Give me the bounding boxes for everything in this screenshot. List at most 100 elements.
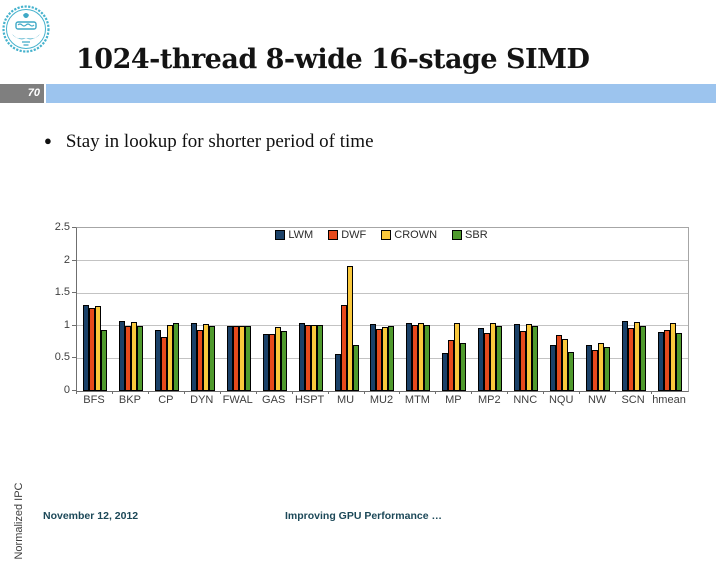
bar-dwf-scn <box>628 328 635 391</box>
legend-label: CROWN <box>394 229 438 241</box>
header-band: 70 <box>0 84 720 103</box>
legend-swatch-crown <box>381 230 392 240</box>
x-tick-mark <box>292 391 293 394</box>
bar-lwm-scn <box>622 321 629 391</box>
page-number-badge: 70 <box>0 84 44 103</box>
y-tick-mark <box>72 357 76 359</box>
x-tick-label: DYN <box>190 394 214 406</box>
bar-crown-scn <box>634 322 641 391</box>
bar-group-cp <box>149 228 185 391</box>
bar-group-fwal <box>221 228 257 391</box>
bar-group-dyn <box>185 228 221 391</box>
bar-group-nw <box>580 228 616 391</box>
bar-dwf-mp2 <box>484 333 491 391</box>
x-tick-label: MU2 <box>369 394 394 406</box>
bar-dwf-nw <box>592 350 599 391</box>
bar-sbr-mp2 <box>496 326 503 391</box>
x-tick-mark <box>435 391 436 394</box>
bar-group-gas <box>257 228 293 391</box>
legend-swatch-lwm <box>275 230 286 240</box>
bar-lwm-gas <box>262 334 269 391</box>
bar-sbr-gas <box>280 331 287 391</box>
bar-lwm-mtm <box>406 323 413 391</box>
bar-group-nnc <box>508 228 544 391</box>
bar-group-mp2 <box>472 228 508 391</box>
plot-area <box>76 227 689 392</box>
bar-crown-hspt <box>310 325 317 391</box>
x-tick-mark <box>112 391 113 394</box>
x-tick-mark <box>543 391 544 394</box>
x-tick-label: HSPT <box>294 394 325 406</box>
bar-sbr-fwal <box>244 326 251 391</box>
bar-group-mtm <box>400 228 436 391</box>
bar-group-nqu <box>544 228 580 391</box>
bar-dwf-mtm <box>412 325 419 391</box>
bar-dwf-bkp <box>124 326 131 391</box>
bar-dwf-fwal <box>232 326 239 391</box>
legend-label: SBR <box>465 229 488 241</box>
bar-lwm-mu2 <box>370 324 377 391</box>
bar-crown-mp2 <box>490 323 497 391</box>
header-accent-bar <box>46 84 716 103</box>
y-axis-title: Normalized IPC <box>13 482 25 560</box>
bar-dwf-bfs <box>88 308 95 391</box>
x-tick-label: MP <box>445 394 462 406</box>
bar-sbr-nqu <box>568 352 575 391</box>
bar-crown-dyn <box>202 324 209 391</box>
x-tick-mark <box>184 391 185 394</box>
y-tick-label: 2.5 <box>54 221 70 233</box>
y-tick-label: 2 <box>63 253 70 266</box>
bar-dwf-nnc <box>520 331 527 391</box>
gridline <box>77 260 688 262</box>
x-tick-mark <box>76 391 77 394</box>
x-tick-label: MTM <box>404 394 430 406</box>
university-logo-icon <box>2 5 50 53</box>
x-tick-mark <box>615 391 616 394</box>
bar-dwf-hmean <box>663 330 670 391</box>
bar-lwm-bfs <box>82 305 89 391</box>
gridline <box>77 325 688 327</box>
x-tick-mark <box>507 391 508 394</box>
bar-crown-nw <box>598 343 605 391</box>
bar-dwf-mu <box>340 305 347 391</box>
bar-sbr-hspt <box>316 325 323 391</box>
bar-crown-bkp <box>130 322 137 391</box>
bar-lwm-mp <box>442 353 449 391</box>
legend-swatch-sbr <box>452 230 463 240</box>
x-tick-mark <box>148 391 149 394</box>
bar-lwm-bkp <box>118 321 125 391</box>
x-tick-label: NQU <box>548 394 574 406</box>
bar-lwm-cp <box>154 330 161 391</box>
bar-dwf-dyn <box>196 330 203 391</box>
bar-group-hspt <box>293 228 329 391</box>
x-tick-label: FWAL <box>222 394 253 406</box>
bar-sbr-cp <box>172 323 179 391</box>
bar-sbr-scn <box>640 326 647 391</box>
y-tick-label: 1.5 <box>54 286 70 299</box>
legend-item-dwf: DWF <box>328 229 366 241</box>
legend-swatch-dwf <box>328 230 339 240</box>
legend-item-lwm: LWM <box>275 229 313 241</box>
bar-lwm-mu <box>334 354 341 391</box>
bar-dwf-mp <box>448 340 455 391</box>
bar-crown-mtm <box>418 323 425 391</box>
bar-lwm-hspt <box>298 323 305 391</box>
legend-label: LWM <box>288 229 314 241</box>
legend-item-sbr: SBR <box>452 229 488 241</box>
bar-sbr-nnc <box>532 326 539 391</box>
legend-item-crown: CROWN <box>381 229 437 241</box>
bar-lwm-nnc <box>514 324 521 391</box>
y-tick-mark <box>72 324 76 326</box>
bar-crown-fwal <box>238 326 245 391</box>
legend-label: DWF <box>341 229 367 241</box>
bar-crown-mu2 <box>382 327 389 391</box>
bar-crown-bfs <box>94 306 101 391</box>
y-tick-mark <box>72 292 76 294</box>
x-tick-label: NNC <box>513 394 538 406</box>
x-tick-mark <box>399 391 400 394</box>
chart-legend: LWM DWF CROWN SBR <box>76 229 687 241</box>
bar-sbr-mu <box>352 345 359 391</box>
bar-group-bkp <box>113 228 149 391</box>
bar-group-mp <box>436 228 472 391</box>
x-tick-label: BKP <box>118 394 141 406</box>
